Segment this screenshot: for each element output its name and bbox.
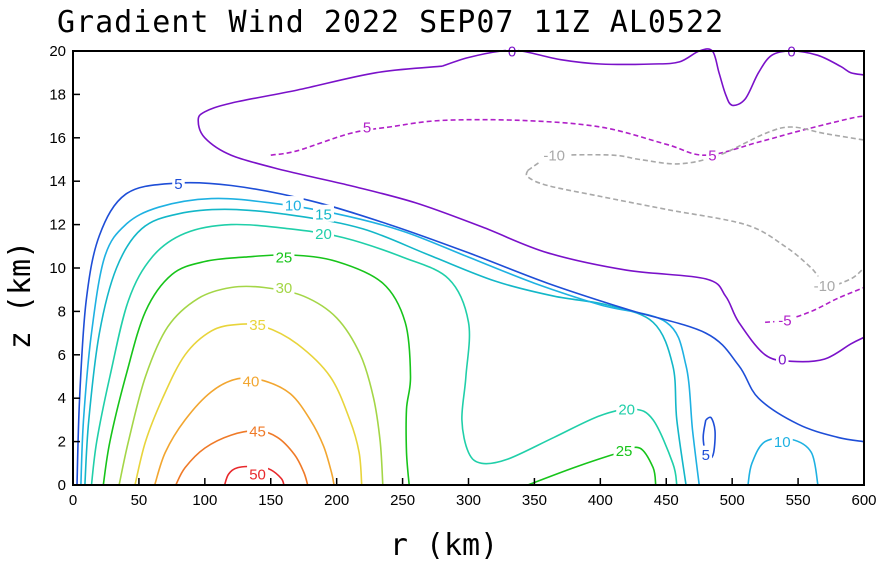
- contour-label: -10: [543, 148, 565, 165]
- x-tick-label: 200: [324, 492, 349, 509]
- y-tick-label: 12: [49, 217, 66, 234]
- y-tick-label: 10: [49, 260, 66, 277]
- contour-label: 15: [315, 206, 332, 223]
- x-tick-label: 300: [456, 492, 481, 509]
- contour-label: 10: [774, 434, 791, 451]
- contour-label: 5: [702, 447, 710, 464]
- y-tick-label: 16: [49, 130, 66, 147]
- contour-label-bg: [312, 224, 334, 242]
- y-axis-label: z (km): [3, 241, 38, 349]
- contour-label: 0: [778, 352, 786, 369]
- contour-label-bg: [360, 117, 374, 135]
- x-axis-label: r (km): [390, 528, 498, 561]
- x-tick-label: 550: [786, 492, 811, 509]
- contour-label: 25: [616, 443, 633, 460]
- x-tick-label: 600: [851, 492, 876, 509]
- contour-label-bg: [273, 248, 295, 266]
- contour-40: [153, 377, 335, 486]
- y-tick-label: 20: [49, 43, 66, 60]
- contour-neg5: [270, 115, 865, 157]
- contour-30: [118, 285, 384, 486]
- x-tick-label: 100: [192, 492, 217, 509]
- y-tick-label: 0: [58, 477, 66, 494]
- y-tick-label: 6: [58, 347, 66, 364]
- contour-label: 30: [276, 280, 293, 297]
- x-tick-label: 150: [258, 492, 283, 509]
- contour-label-bg: [539, 146, 569, 164]
- contour-0: [197, 65, 865, 363]
- contour-label-bg: [312, 204, 334, 222]
- contour-label: 20: [618, 402, 635, 419]
- contour-label: 10: [285, 198, 302, 215]
- contour-label: 5: [363, 119, 371, 136]
- contour-0: [441, 48, 865, 107]
- contour-label-bg: [706, 146, 719, 164]
- x-tick-label: 250: [390, 492, 415, 509]
- contour-label: 45: [249, 423, 266, 440]
- contour-label-bg: [776, 350, 789, 368]
- y-axis: 0 2 4 6 8 10 12 14 16 18 20: [49, 43, 80, 494]
- contour-20: [90, 223, 678, 486]
- contour-10: [80, 197, 700, 486]
- contour-neg10: [525, 170, 865, 287]
- contour-5: [76, 181, 865, 486]
- contour-label-bg: [699, 445, 713, 463]
- contour-label-bg: [809, 276, 840, 294]
- contour-45: [175, 429, 309, 486]
- contour-lines: [76, 48, 865, 486]
- contour-label-bg: [273, 278, 295, 296]
- contour-label-bg: [771, 432, 793, 450]
- contour-25: [527, 446, 657, 486]
- contour-label-bg: [247, 421, 269, 439]
- contour-25: [102, 254, 412, 486]
- contour-label-bg: [774, 311, 796, 329]
- contour-label: -5: [778, 313, 791, 330]
- contour-label-bg: [240, 371, 262, 389]
- contour-label: 35: [249, 317, 266, 334]
- y-tick-label: 2: [58, 434, 66, 451]
- contour-label-bg: [172, 174, 185, 192]
- y-tick-label: 8: [58, 303, 66, 320]
- y-tick-label: 4: [58, 390, 66, 407]
- contour-label: 5: [174, 176, 182, 193]
- contour-label: 40: [243, 373, 260, 390]
- contour-15: [84, 208, 687, 486]
- contour-label-bg: [613, 441, 635, 459]
- contour-label-bg: [616, 400, 638, 418]
- chart-title: Gradient Wind 2022 SEP07 11Z AL0522: [57, 5, 724, 40]
- contour-label-bg: [282, 196, 304, 214]
- contour-label-bg: [247, 465, 269, 483]
- contour-label: 50: [249, 467, 266, 484]
- x-tick-label: 400: [588, 492, 613, 509]
- plot-frame: [72, 50, 865, 486]
- y-tick-label: 18: [49, 86, 66, 103]
- x-tick-label: 0: [69, 492, 77, 509]
- x-axis: 0 50 100 150 200 250 300 350 400 450 500 550 600: [69, 478, 877, 509]
- y-tick-label: 14: [49, 173, 66, 190]
- contour-label: -10: [814, 278, 836, 295]
- contour-neg10: [527, 126, 865, 172]
- x-tick-label: 50: [131, 492, 148, 509]
- contour-label: 20: [315, 226, 332, 243]
- x-tick-label: 450: [654, 492, 679, 509]
- contour-label: 5: [708, 148, 716, 165]
- x-tick-label: 350: [522, 492, 547, 509]
- contour-label: 25: [276, 250, 293, 267]
- x-tick-label: 500: [720, 492, 745, 509]
- contour-label-bg: [247, 315, 269, 333]
